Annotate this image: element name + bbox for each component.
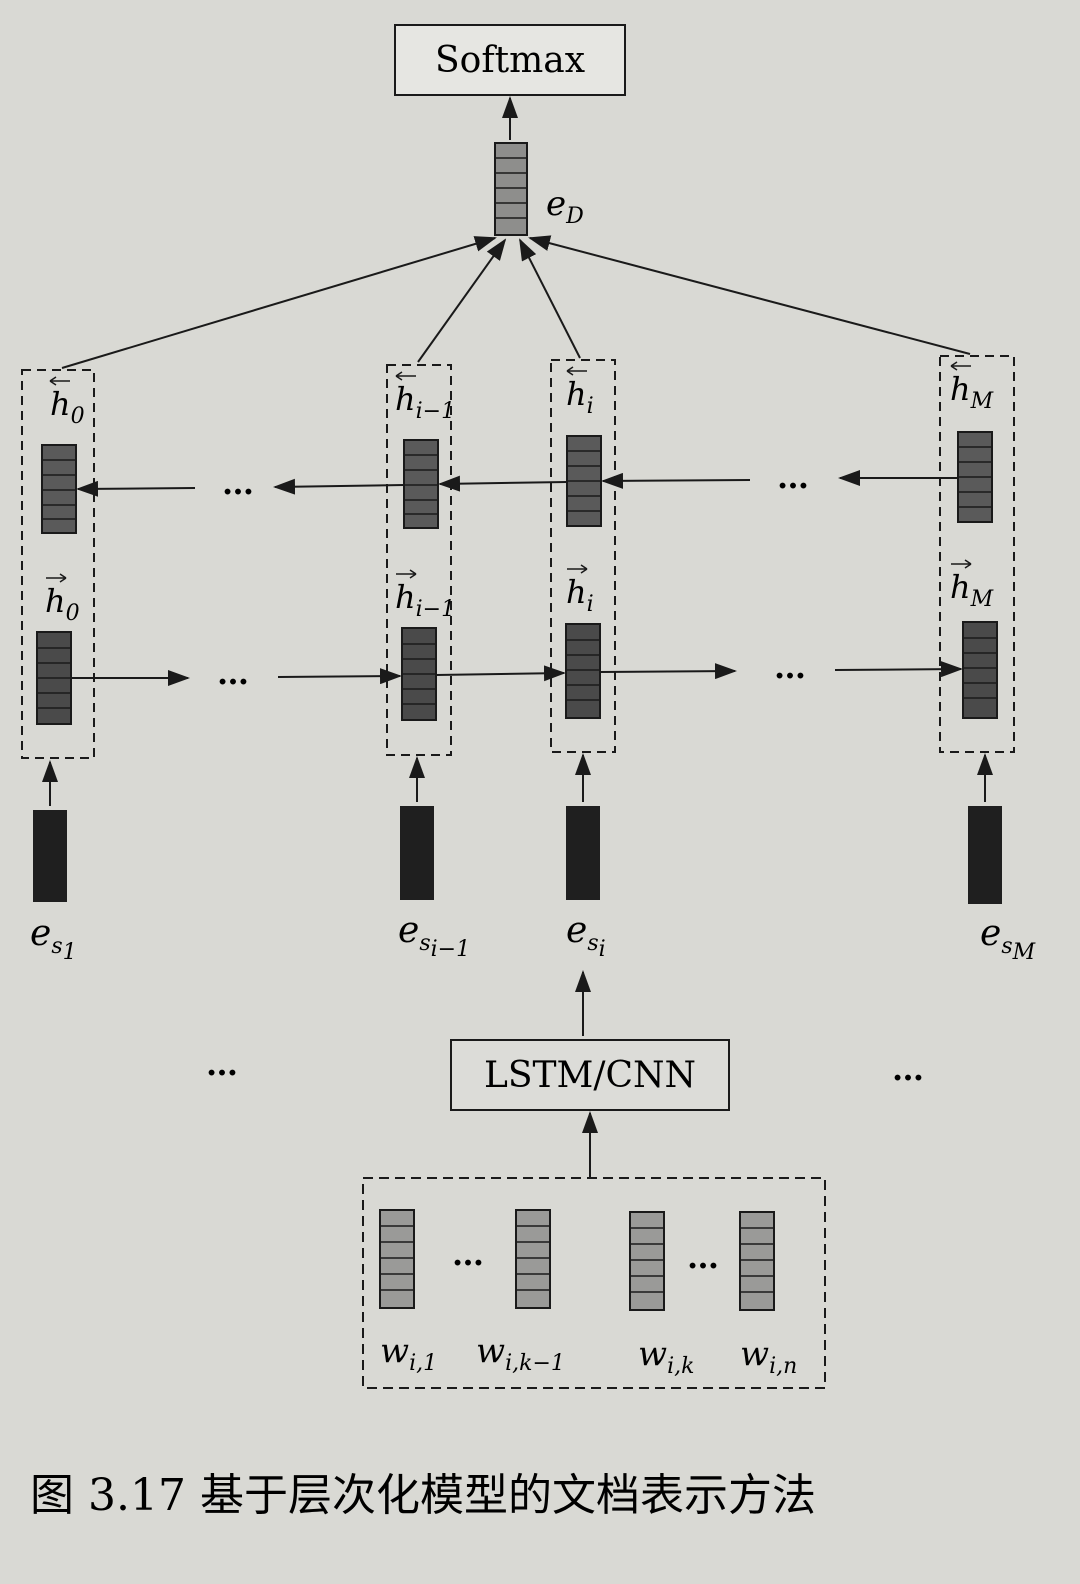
h-back-label-0: h0 (50, 385, 85, 429)
column-box-3 (939, 355, 1015, 753)
ellipsis-back-left: … (222, 464, 254, 502)
ellipsis-fwd-right: … (774, 648, 806, 686)
es-label-0: es1 (30, 913, 77, 965)
doc-vector-label: eD (546, 184, 584, 229)
sentence-embeddings (33, 806, 1002, 904)
embedding-arrows (42, 753, 993, 806)
words-box (362, 1177, 826, 1389)
back-arrow-accents (49, 361, 971, 386)
column-box-2 (550, 359, 616, 753)
arrow-col3-to-doc (528, 235, 971, 355)
es-label-2: esi (566, 910, 606, 962)
h-back-label-3: hM (950, 370, 994, 414)
arrow-col0-to-doc (61, 236, 497, 369)
doc-vector-eD (494, 142, 528, 236)
word-label-0: wi,1 (380, 1331, 437, 1376)
word-label-3: wi,n (740, 1334, 797, 1379)
arrow-col1-to-doc (417, 238, 507, 363)
ellipsis-fwd-left: … (217, 654, 249, 692)
softmax-box: Softmax (394, 24, 626, 96)
h-fwd-label-2: hi (566, 573, 594, 617)
word-label-1: wi,k−1 (476, 1331, 565, 1376)
column-box-1 (386, 364, 452, 756)
h-fwd-label-0: h0 (45, 582, 80, 626)
h-fwd-label-3: hM (950, 568, 994, 612)
arrow-col2-to-doc (519, 238, 581, 359)
lstm-cnn-box: LSTM/CNN (450, 1039, 730, 1111)
word-label-2: wi,k (638, 1334, 694, 1379)
ellipsis-back-right: … (777, 458, 809, 496)
es-label-1: esi−1 (398, 910, 470, 962)
softmax-label: Softmax (435, 40, 585, 81)
forward-arrows (71, 661, 963, 686)
ellipsis-words-right: … (687, 1238, 719, 1276)
h-back-label-1: hi−1 (395, 380, 455, 424)
column-box-0 (21, 369, 95, 759)
h-fwd-label-1: hi−1 (395, 578, 455, 622)
ellipsis-words-left: … (452, 1235, 484, 1273)
ellipsis-sent-right: … (892, 1050, 924, 1088)
figure-caption: 图 3.17 基于层次化模型的文档表示方法 (30, 1470, 816, 1521)
backward-arrows (76, 470, 958, 497)
h-back-label-2: hi (566, 375, 594, 419)
es-label-3: esM (980, 913, 1036, 965)
lstm-cnn-label: LSTM/CNN (484, 1055, 696, 1096)
fwd-arrow-accents (46, 559, 972, 583)
ellipsis-sent-left: … (206, 1045, 238, 1083)
